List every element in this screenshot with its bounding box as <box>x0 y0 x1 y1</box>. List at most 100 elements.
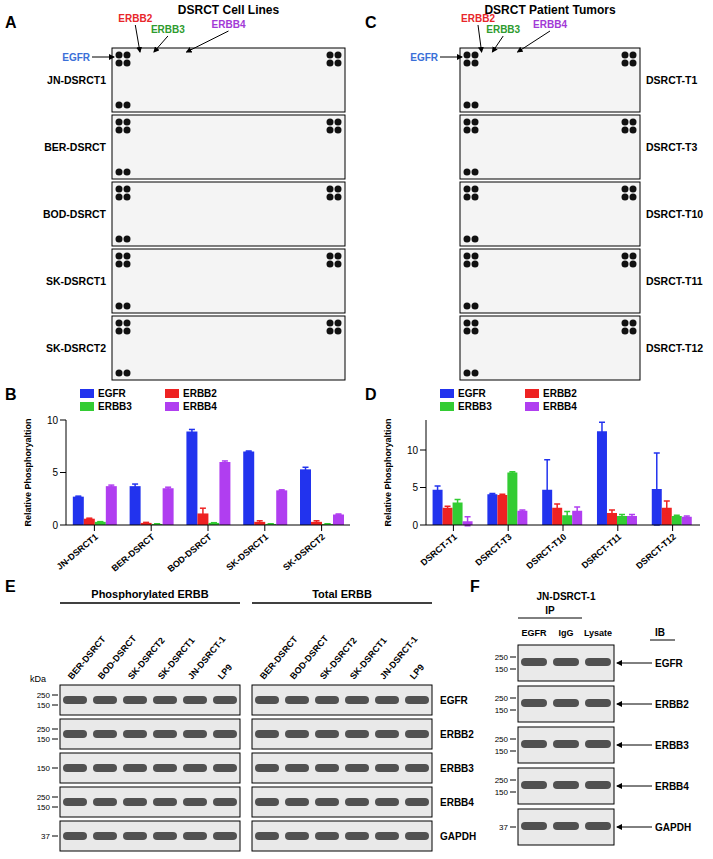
svg-text:BER-DSRCT: BER-DSRCT <box>257 634 300 682</box>
svg-text:A: A <box>5 14 17 31</box>
svg-text:Lysate: Lysate <box>584 628 612 638</box>
svg-text:SK-DSRCT1: SK-DSRCT1 <box>224 532 270 573</box>
svg-text:IB: IB <box>655 627 665 638</box>
svg-text:ERBB3: ERBB3 <box>151 24 185 35</box>
svg-text:IgG: IgG <box>559 628 574 638</box>
svg-text:SK-DSRCT2: SK-DSRCT2 <box>125 635 167 682</box>
svg-text:ERBB4: ERBB4 <box>440 797 474 808</box>
html-text:ERBB3: ERBB3 <box>458 401 492 412</box>
svg-text:150: 150 <box>37 701 51 710</box>
svg-text:SK-DSRCT1: SK-DSRCT1 <box>46 275 106 287</box>
svg-text:EGFR: EGFR <box>521 628 547 638</box>
svg-text:DSRCT-T10: DSRCT-T10 <box>524 532 568 571</box>
svg-text:JN-DSRCT-1: JN-DSRCT-1 <box>377 634 420 682</box>
svg-text:250: 250 <box>37 725 51 734</box>
svg-text:BER-DSRCT: BER-DSRCT <box>65 634 108 682</box>
svg-text:DSRCT-T12: DSRCT-T12 <box>646 342 703 354</box>
svg-text:250: 250 <box>495 735 509 744</box>
svg-text:150: 150 <box>37 735 51 744</box>
svg-text:LP9: LP9 <box>408 662 426 681</box>
svg-text:BOD-DSRCT: BOD-DSRCT <box>166 531 214 574</box>
svg-text:DSRCT Cell Lines: DSRCT Cell Lines <box>178 3 280 17</box>
svg-text:250: 250 <box>495 694 509 703</box>
svg-text:ERBB4: ERBB4 <box>212 19 246 30</box>
html-text:ERBB4: ERBB4 <box>183 401 217 412</box>
svg-text:D: D <box>365 386 377 403</box>
svg-text:DSRCT-T1: DSRCT-T1 <box>419 532 459 568</box>
svg-text:SK-DSRCT1: SK-DSRCT1 <box>347 635 389 682</box>
svg-text:SK-DSRCT2: SK-DSRCT2 <box>281 532 327 573</box>
svg-text:ERBB3: ERBB3 <box>655 740 689 751</box>
svg-text:EGFR: EGFR <box>410 52 439 63</box>
svg-text:37: 37 <box>499 823 508 832</box>
svg-text:EGFR: EGFR <box>62 52 91 63</box>
svg-text:DSRCT-T1: DSRCT-T1 <box>646 74 697 86</box>
html-text:ERBB2: ERBB2 <box>543 388 577 399</box>
svg-text:DSRCT-T10: DSRCT-T10 <box>646 208 703 220</box>
svg-text:250: 250 <box>37 691 51 700</box>
svg-text:150: 150 <box>495 788 509 797</box>
svg-text:BOD-DSRCT: BOD-DSRCT <box>43 208 107 220</box>
svg-text:GAPDH: GAPDH <box>440 831 476 842</box>
svg-text:kDa: kDa <box>30 674 46 684</box>
svg-text:JN-DSRCT-1: JN-DSRCT-1 <box>537 591 596 602</box>
svg-text:DSRCT-T3: DSRCT-T3 <box>646 141 697 153</box>
svg-text:E: E <box>5 578 16 595</box>
svg-text:ERBB4: ERBB4 <box>655 781 689 792</box>
svg-text:IP: IP <box>545 605 555 616</box>
svg-text:JN-DSRCT-1: JN-DSRCT-1 <box>185 634 228 682</box>
svg-text:Relative Phosphoryaltion: Relative Phosphoryaltion <box>23 418 33 526</box>
svg-text:C: C <box>365 14 377 31</box>
svg-text:DSRCT-T11: DSRCT-T11 <box>580 532 624 571</box>
svg-text:BOD-DSRCT: BOD-DSRCT <box>287 633 331 682</box>
svg-text:EGFR: EGFR <box>440 695 469 706</box>
svg-text:BER-DSRCT: BER-DSRCT <box>44 141 106 153</box>
html-text:ERBB3: ERBB3 <box>98 401 132 412</box>
svg-text:10: 10 <box>407 445 419 456</box>
svg-text:ERBB2: ERBB2 <box>461 13 495 24</box>
svg-text:Phosphorylated ERBB: Phosphorylated ERBB <box>91 588 208 600</box>
svg-text:SK-DSRCT1: SK-DSRCT1 <box>155 635 197 682</box>
html-text:ERBB2: ERBB2 <box>183 388 217 399</box>
svg-text:10: 10 <box>47 415 59 426</box>
svg-text:ERBB2: ERBB2 <box>118 13 152 24</box>
svg-text:ERBB3: ERBB3 <box>486 24 520 35</box>
svg-text:ERBB4: ERBB4 <box>533 19 567 30</box>
svg-text:150: 150 <box>495 747 509 756</box>
svg-text:250: 250 <box>495 776 509 785</box>
svg-text:BOD-DSRCT: BOD-DSRCT <box>95 633 139 682</box>
svg-text:JN-DSRCT1: JN-DSRCT1 <box>55 532 100 572</box>
svg-text:Relative Phosphoryaltion: Relative Phosphoryaltion <box>383 418 393 526</box>
svg-text:F: F <box>470 578 480 595</box>
svg-text:150: 150 <box>37 764 51 773</box>
svg-text:37: 37 <box>41 832 50 841</box>
svg-text:B: B <box>5 386 17 403</box>
svg-text:LP9: LP9 <box>216 662 234 681</box>
svg-text:BER-DSRCT: BER-DSRCT <box>110 531 157 573</box>
svg-text:EGFR: EGFR <box>655 658 684 669</box>
svg-text:GAPDH: GAPDH <box>655 822 691 833</box>
svg-text:150: 150 <box>37 803 51 812</box>
svg-text:DSRCT Patient Tumors: DSRCT Patient Tumors <box>484 3 615 17</box>
svg-text:DSRCT-T12: DSRCT-T12 <box>634 532 678 571</box>
svg-text:0: 0 <box>412 520 418 531</box>
svg-text:5: 5 <box>412 482 418 493</box>
svg-text:JN-DSRCT1: JN-DSRCT1 <box>47 74 106 86</box>
svg-text:150: 150 <box>495 706 509 715</box>
svg-text:ERBB2: ERBB2 <box>655 699 689 710</box>
svg-text:DSRCT-T11: DSRCT-T11 <box>646 275 703 287</box>
svg-text:SK-DSRCT2: SK-DSRCT2 <box>317 635 359 682</box>
html-text:ERBB4: ERBB4 <box>543 401 577 412</box>
svg-text:ERBB2: ERBB2 <box>440 729 474 740</box>
svg-text:Total ERBB: Total ERBB <box>312 588 372 600</box>
svg-text:ERBB3: ERBB3 <box>440 763 474 774</box>
svg-text:150: 150 <box>495 665 509 674</box>
svg-text:250: 250 <box>37 793 51 802</box>
svg-text:SK-DSRCT2: SK-DSRCT2 <box>46 342 106 354</box>
svg-text:250: 250 <box>495 653 509 662</box>
svg-text:DSRCT-T3: DSRCT-T3 <box>473 532 513 568</box>
html-text:EGFR: EGFR <box>458 388 486 399</box>
html-text:EGFR: EGFR <box>98 388 126 399</box>
svg-text:5: 5 <box>52 467 58 478</box>
svg-text:0: 0 <box>52 520 58 531</box>
